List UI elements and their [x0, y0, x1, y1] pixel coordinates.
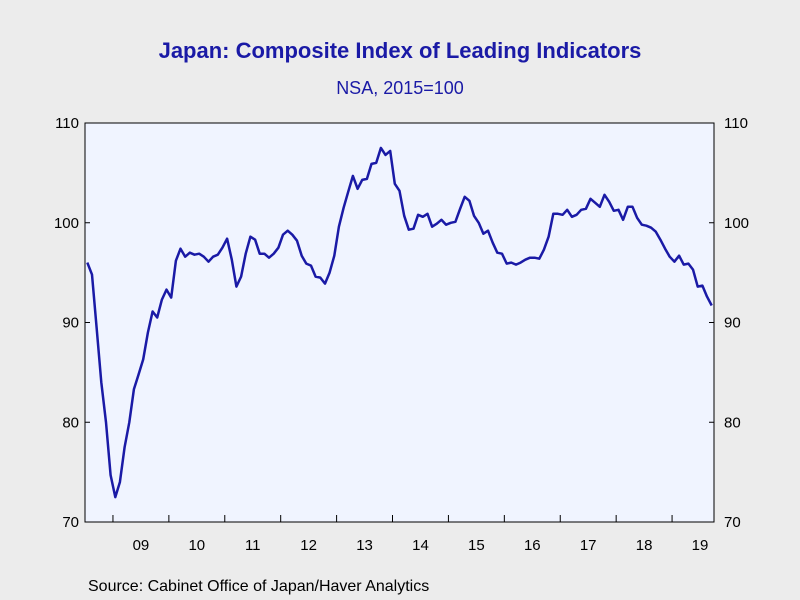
x-tick-label: 19	[692, 537, 709, 554]
y-tick-label-right: 80	[724, 414, 741, 431]
chart-source: Source: Cabinet Office of Japan/Haver An…	[88, 578, 430, 595]
x-tick-label: 16	[524, 537, 541, 554]
y-tick-label-right: 70	[724, 514, 741, 531]
x-tick-label: 13	[356, 537, 373, 554]
x-axis: 09 10 11 12 13 14 15 16 17 18 19	[112, 515, 709, 554]
y-tick-label-left: 70	[62, 514, 79, 531]
y-axes: 70 70 80 80 90 90 100 100 110 110	[54, 115, 749, 531]
chart-subtitle: NSA, 2015=100	[336, 78, 464, 98]
series-layer	[86, 146, 713, 499]
y-tick-label-left: 110	[55, 115, 79, 132]
y-tick-label-left: 90	[62, 315, 79, 332]
plot-area	[84, 122, 715, 523]
y-tick-label-left: 100	[54, 215, 79, 232]
x-tick-label: 15	[468, 537, 485, 554]
y-tick-label-right: 90	[724, 315, 741, 332]
x-tick-label: 17	[580, 537, 597, 554]
x-tick-label: 09	[133, 537, 150, 554]
y-tick-label-left: 80	[62, 414, 79, 431]
x-tick-label: 12	[300, 537, 317, 554]
chart-title: Japan: Composite Index of Leading Indica…	[158, 38, 642, 63]
y-tick-label-right: 100	[724, 215, 749, 232]
x-tick-label: 18	[636, 537, 653, 554]
x-tick-label: 14	[412, 537, 429, 554]
x-tick-label: 10	[188, 537, 205, 554]
series-line	[86, 146, 713, 499]
y-tick-label-right: 110	[724, 115, 748, 132]
x-tick-label: 11	[245, 537, 261, 554]
